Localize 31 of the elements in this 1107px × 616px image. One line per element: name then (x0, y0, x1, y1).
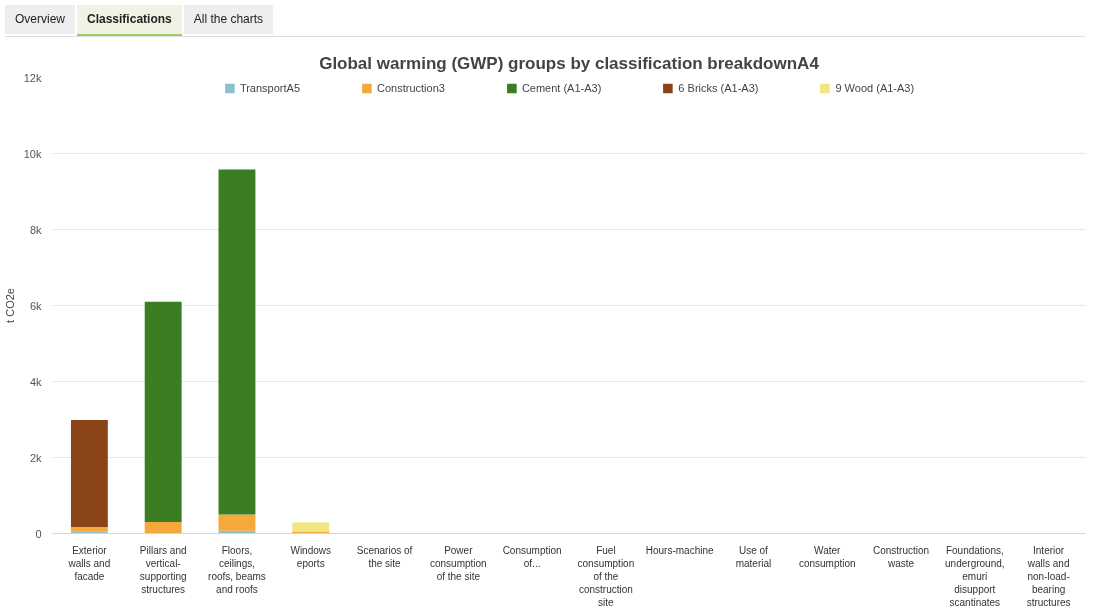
legend-label: 9 Wood (A1-A3) (835, 81, 915, 95)
legend-label: Construction3 (377, 81, 445, 95)
x-tick-label: Pillars and vertical-supporting structures (139, 544, 187, 596)
x-tick-label: Hours-machine (645, 544, 715, 556)
x-tick-label: Use of material (735, 544, 772, 569)
legend-label: 6 Bricks (A1-A3) (678, 81, 759, 95)
x-tick-label: Consumption of... (502, 544, 562, 569)
y-tick-label: 6k (29, 299, 42, 312)
x-tick-label: Interior walls and non-load-bearing structures (1026, 544, 1071, 609)
legend-label: Cement (A1-A3) (521, 81, 602, 95)
text: Overview (5, 5, 76, 35)
x-tick-label: Scenarios of the site (356, 544, 413, 569)
y-tick-label: 12k (23, 71, 42, 84)
text: All the charts (183, 5, 274, 35)
y-tick-label: 8k (29, 223, 42, 236)
x-tick-label: Floors, ceilings, roofs, beams and roofs (208, 544, 266, 596)
y-tick-label: 2k (29, 451, 42, 464)
chart-title: Global warming (GWP) groups by classification breakdownA4 (319, 53, 820, 73)
x-tick-label: Water consumption (798, 544, 856, 569)
x-tick-label: Fuel consumption of the construction site (577, 544, 635, 609)
y-tick-label: 4k (29, 375, 42, 388)
x-tick-label: Construction waste (872, 544, 930, 569)
x-tick-label: Power consumption of the site (429, 544, 487, 582)
text: Classifications (77, 5, 182, 37)
y-axis-title: t CO2e (3, 288, 16, 323)
legend-label: TransportA5 (239, 81, 301, 95)
x-tick-label: Exterior walls and facade (67, 544, 111, 582)
x-tick-label: Foundations, underground, emuri disupport scantinates (945, 544, 1005, 609)
y-tick-label: 0 (35, 527, 42, 540)
y-tick-label: 10k (23, 147, 42, 160)
x-tick-label: Windows eports (290, 544, 332, 569)
